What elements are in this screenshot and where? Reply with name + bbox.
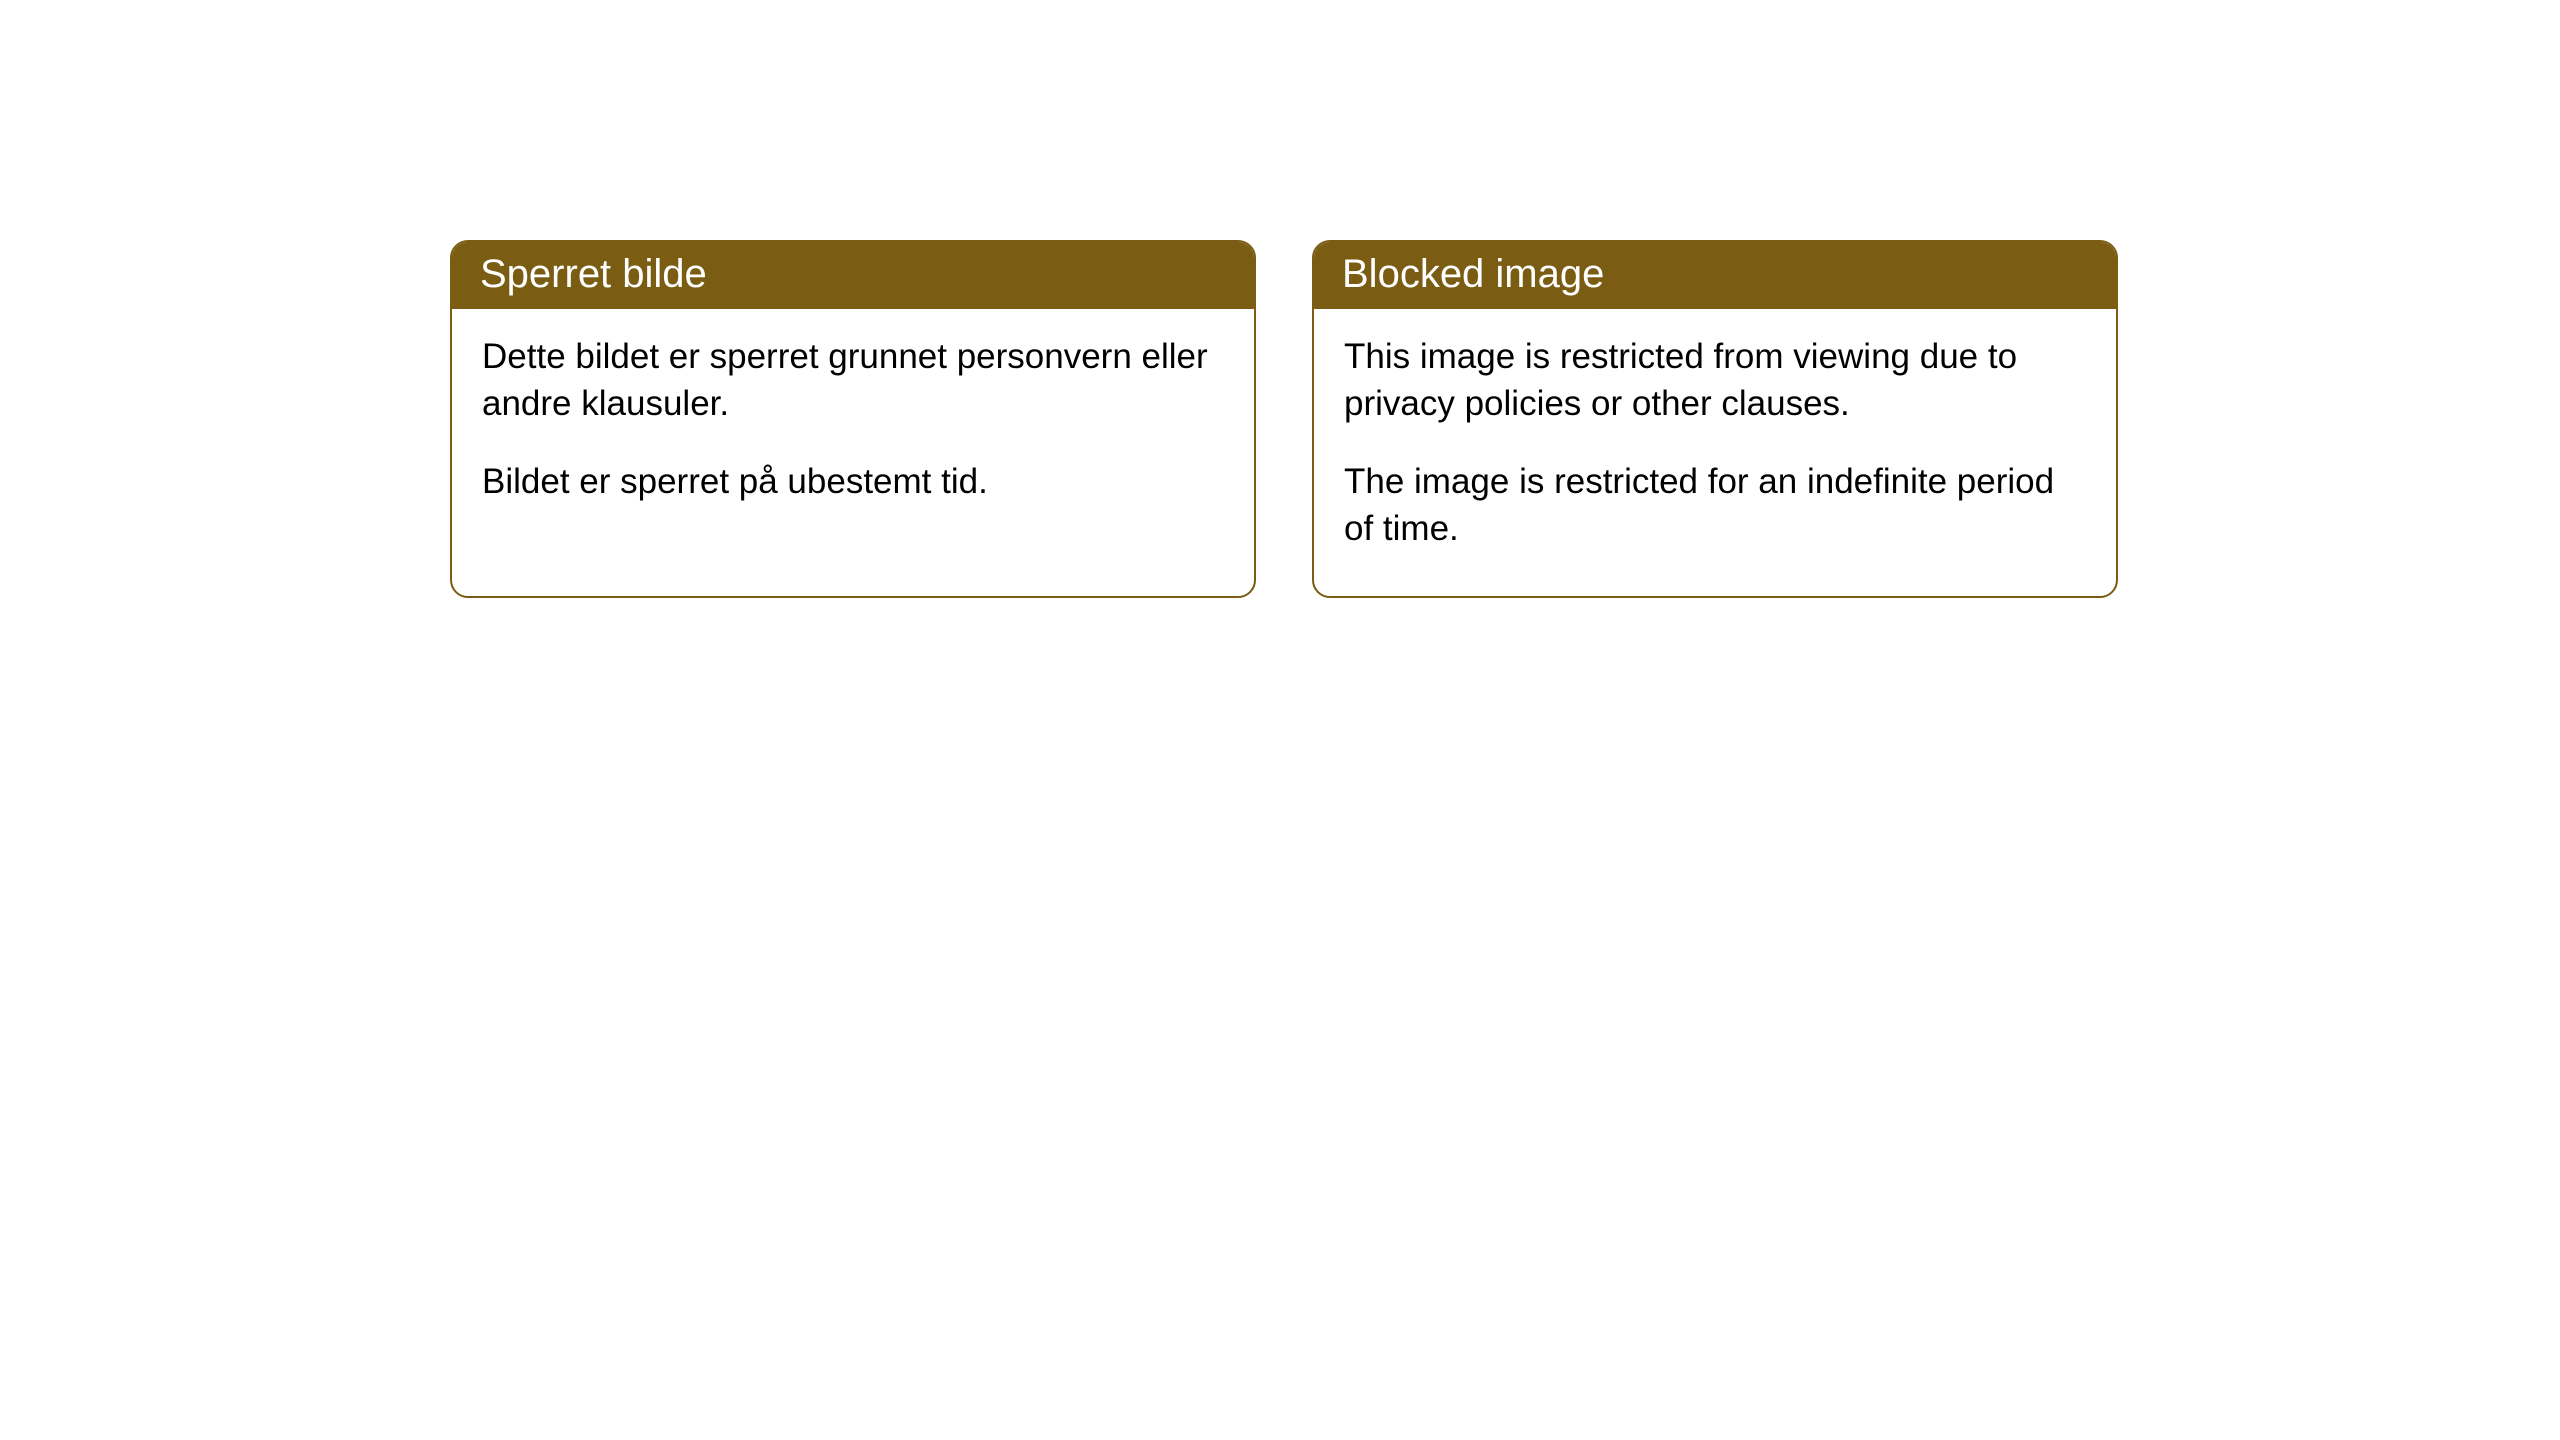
blocked-image-card-norwegian: Sperret bilde Dette bildet er sperret gr… — [450, 240, 1256, 598]
card-paragraph-1-english: This image is restricted from viewing du… — [1344, 333, 2086, 428]
card-paragraph-2-english: The image is restricted for an indefinit… — [1344, 458, 2086, 553]
card-paragraph-1-norwegian: Dette bildet er sperret grunnet personve… — [482, 333, 1224, 428]
card-body-english: This image is restricted from viewing du… — [1314, 309, 2116, 596]
notice-cards-container: Sperret bilde Dette bildet er sperret gr… — [450, 240, 2118, 598]
card-paragraph-2-norwegian: Bildet er sperret på ubestemt tid. — [482, 458, 1224, 505]
card-header-norwegian: Sperret bilde — [452, 242, 1254, 309]
card-body-norwegian: Dette bildet er sperret grunnet personve… — [452, 309, 1254, 549]
blocked-image-card-english: Blocked image This image is restricted f… — [1312, 240, 2118, 598]
card-header-english: Blocked image — [1314, 242, 2116, 309]
